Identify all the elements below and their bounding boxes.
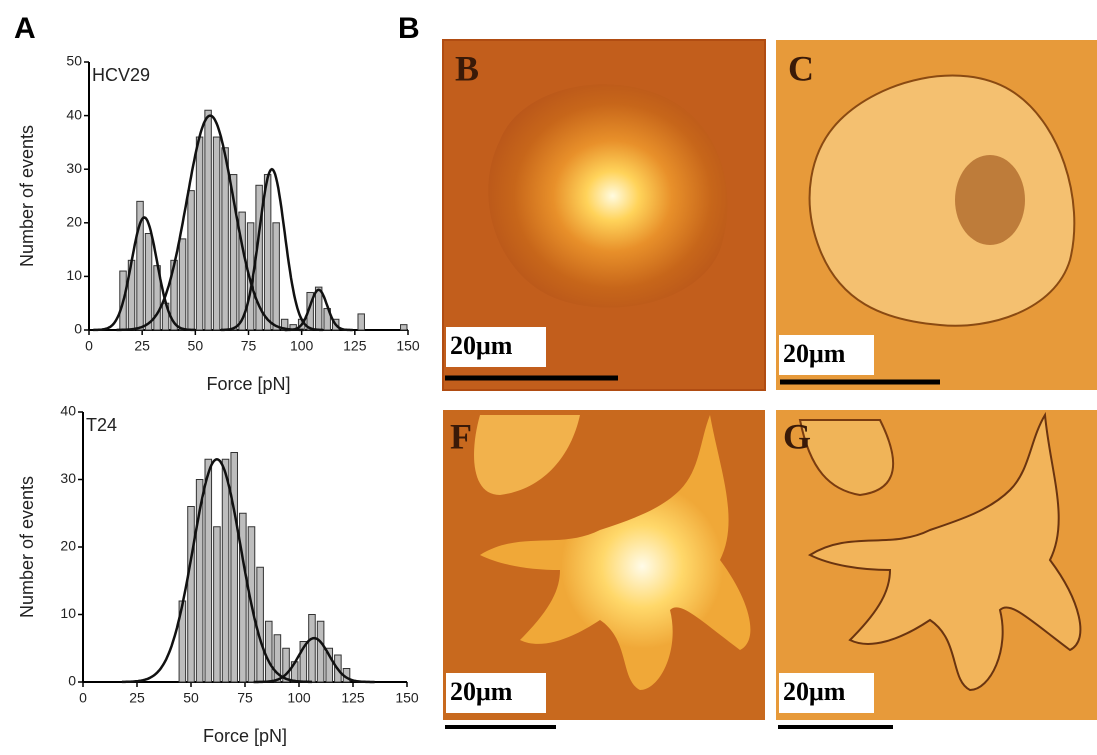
x-axis-label: Force [pN]	[206, 374, 290, 394]
x-tick-label: 50	[183, 690, 199, 706]
x-tick-label: 150	[395, 690, 419, 706]
bar	[308, 614, 316, 683]
panel-label: B	[398, 12, 420, 45]
bar	[316, 620, 325, 683]
scale-label: 20μm	[783, 677, 846, 706]
chart-title: T24	[86, 415, 117, 435]
x-tick-label: 0	[79, 690, 87, 706]
scale-label: 20μm	[450, 331, 513, 360]
bar	[221, 147, 229, 331]
scale-box	[779, 673, 874, 713]
bar	[212, 136, 221, 331]
bar	[213, 526, 221, 683]
bar	[239, 512, 247, 683]
bar	[273, 634, 282, 683]
x-axis-label: Force [pN]	[203, 726, 287, 746]
bar	[272, 222, 280, 331]
fit-curve	[121, 458, 312, 684]
bar	[264, 620, 273, 683]
scale-box	[779, 335, 874, 375]
y-tick-label: 0	[68, 673, 76, 689]
image-label: F	[450, 416, 472, 456]
x-tick-label: 125	[343, 338, 367, 354]
scale-box	[446, 327, 546, 367]
fit-curve	[116, 114, 304, 332]
y-tick-label: 50	[66, 53, 82, 69]
bar	[221, 458, 230, 683]
bar	[204, 109, 212, 331]
chart-title: HCV29	[92, 65, 150, 85]
afm-image: B 20μm	[442, 39, 766, 391]
scale-label: 20μm	[783, 339, 846, 368]
x-tick-label: 100	[287, 690, 311, 706]
x-tick-label: 75	[237, 690, 253, 706]
y-tick-label: 40	[66, 106, 82, 122]
bar	[187, 506, 195, 683]
bar	[238, 211, 246, 331]
bar	[325, 647, 334, 683]
fit-curve	[93, 216, 196, 332]
bar	[230, 452, 238, 683]
image-label: G	[783, 416, 811, 456]
y-axis-label: Number of events	[17, 125, 37, 267]
y-tick-label: 20	[60, 538, 76, 554]
afm-image: G 20μm	[776, 410, 1097, 729]
bar	[280, 318, 289, 331]
x-tick-label: 100	[290, 338, 314, 354]
afm-image: F 20μm	[443, 410, 765, 729]
y-tick-label: 30	[60, 470, 76, 486]
bar	[400, 324, 408, 331]
y-tick-label: 10	[60, 605, 76, 621]
x-tick-label: 150	[396, 338, 420, 354]
x-tick-label: 75	[241, 338, 257, 354]
bar	[144, 233, 153, 331]
scale-box	[446, 673, 546, 713]
x-tick-label: 125	[341, 690, 365, 706]
scale-label: 20μm	[450, 677, 513, 706]
y-tick-label: 40	[60, 403, 76, 419]
x-tick-label: 50	[188, 338, 204, 354]
bar	[195, 479, 204, 683]
bar	[187, 190, 195, 331]
y-axis-label: Number of events	[17, 476, 37, 618]
y-tick-label: 20	[66, 214, 82, 230]
bar	[195, 136, 204, 331]
bar	[136, 200, 144, 331]
bar	[357, 313, 365, 331]
panel-label: A	[14, 12, 36, 45]
y-tick-label: 0	[74, 321, 82, 337]
image-label: B	[455, 48, 479, 88]
bar	[314, 286, 323, 331]
x-tick-label: 0	[85, 338, 93, 354]
bar	[263, 174, 272, 331]
x-tick-label: 25	[129, 690, 145, 706]
bar	[178, 238, 187, 331]
y-tick-label: 30	[66, 160, 82, 176]
y-tick-label: 10	[66, 267, 82, 283]
fit-curve	[253, 636, 375, 684]
afm-image: C 20μm	[776, 40, 1097, 390]
fit-curve	[220, 167, 323, 332]
bar	[282, 647, 290, 683]
x-tick-label: 25	[134, 338, 150, 354]
bar	[204, 458, 213, 683]
bar	[229, 174, 238, 331]
image-label: C	[788, 48, 814, 88]
bar	[256, 566, 264, 683]
fit-curve	[284, 288, 353, 332]
